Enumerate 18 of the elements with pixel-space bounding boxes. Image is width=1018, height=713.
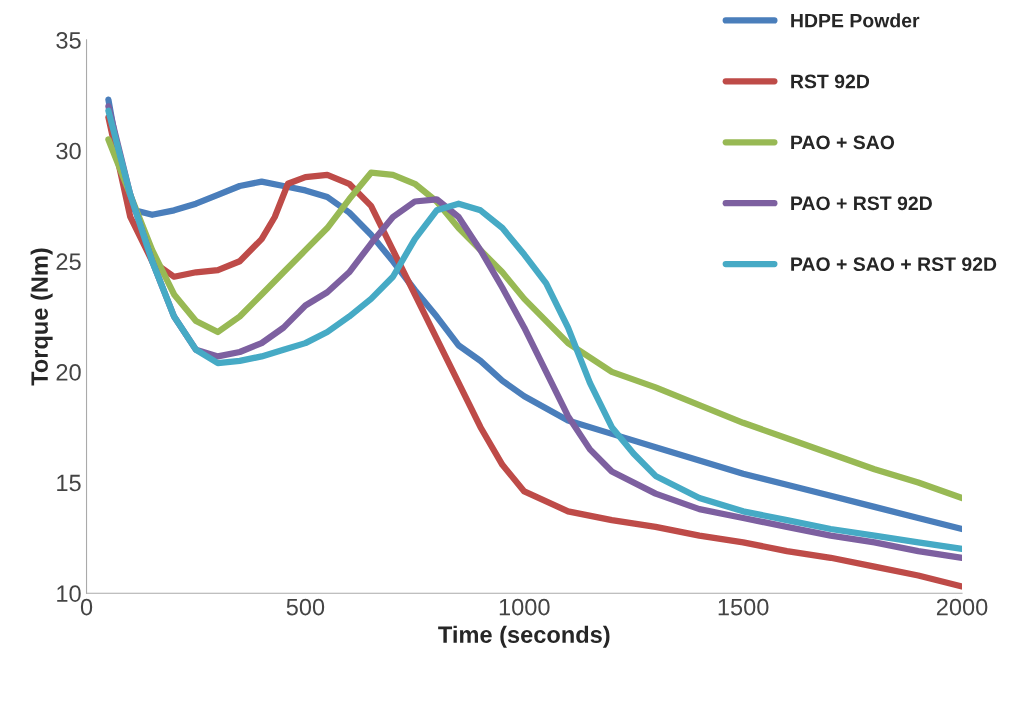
x-axis-title: Time (seconds) bbox=[438, 625, 610, 648]
y-tick-label: 25 bbox=[56, 253, 81, 271]
legend-label: PAO + RST 92D bbox=[791, 196, 932, 211]
x-tick-label: 500 bbox=[286, 598, 325, 616]
legend-label: PAO + SAO bbox=[791, 135, 895, 150]
x-tick-label: 0 bbox=[80, 598, 93, 616]
x-tick-label: 1000 bbox=[499, 598, 550, 616]
y-tick-label: 35 bbox=[56, 32, 81, 49]
y-tick-label: 30 bbox=[56, 142, 81, 160]
x-tick-label: 2000 bbox=[936, 598, 988, 616]
x-tick-label: 1500 bbox=[718, 598, 769, 616]
legend-label: HDPE Powder bbox=[791, 13, 920, 28]
y-tick-label: 10 bbox=[57, 585, 81, 602]
legend-label: PAO + SAO + RST 92D bbox=[791, 257, 997, 272]
y-tick-label: 15 bbox=[57, 474, 81, 492]
legend-label: RST 92D bbox=[791, 74, 870, 89]
y-axis-title: Torque (Nm) bbox=[30, 248, 53, 386]
y-tick-label: 20 bbox=[56, 363, 81, 381]
